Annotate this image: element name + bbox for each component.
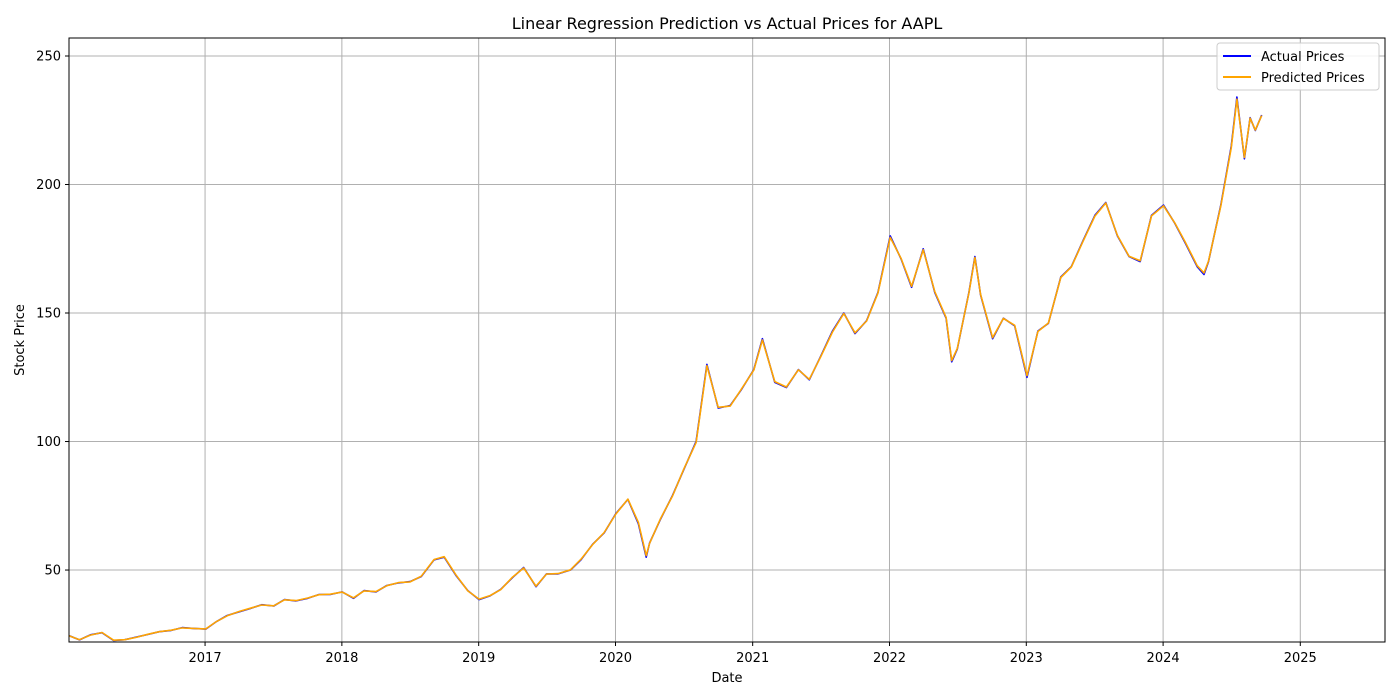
y-axis-title: Stock Price: [13, 304, 28, 376]
series-line-predicted: [68, 98, 1263, 642]
x-axis-title: Date: [711, 671, 742, 686]
x-tick-label: 2025: [1284, 651, 1317, 666]
x-tick-label: 2019: [462, 651, 495, 666]
x-tick-label: 2020: [599, 651, 632, 666]
legend-label-predicted: Predicted Prices: [1261, 71, 1365, 86]
y-tick-label: 250: [36, 49, 61, 64]
plot-frame: [68, 37, 1386, 643]
x-tick-label: 2024: [1147, 651, 1180, 666]
x-tick-label: 2021: [736, 651, 769, 666]
y-tick-label: 100: [36, 435, 61, 450]
axis-ticks: 50 100 150 200 250 2017 2018 2019 2020 2021 2022 20…: [36, 49, 1317, 666]
legend-box: [1216, 42, 1380, 91]
gridlines: [69, 38, 1385, 642]
y-tick-label: 150: [36, 307, 61, 322]
series-lines: [68, 96, 1263, 642]
x-tick-label: 2022: [873, 651, 906, 666]
legend: Actual Prices Predicted Prices: [1216, 42, 1380, 91]
y-tick-label: 200: [36, 178, 61, 193]
x-tick-label: 2018: [325, 651, 358, 666]
x-tick-label: 2023: [1010, 651, 1043, 666]
legend-label-actual: Actual Prices: [1261, 50, 1345, 65]
x-tick-label: 2017: [189, 651, 222, 666]
chart-title: Linear Regression Prediction vs Actual P…: [512, 14, 943, 33]
plot-area: [69, 38, 1385, 642]
y-tick-label: 50: [44, 564, 61, 579]
